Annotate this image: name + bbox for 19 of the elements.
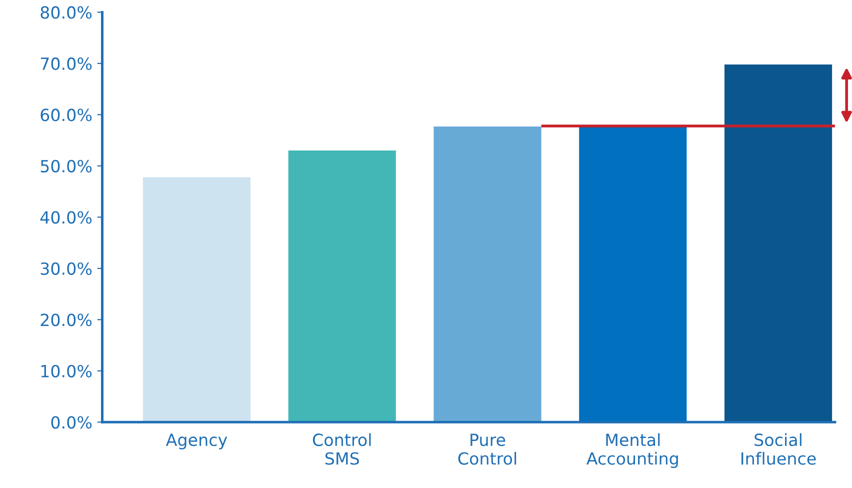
bar — [434, 126, 542, 422]
x-tick-label: Social Influence — [742, 433, 816, 465]
y-tick-label: 10.0% — [41, 364, 92, 378]
y-tick-label: 70.0% — [40, 57, 92, 70]
y-tick-label: 40.0% — [40, 211, 92, 224]
y-tick-label: 30.0% — [40, 262, 92, 275]
y-tick-label: 60.0% — [40, 108, 92, 122]
x-tick-label: Mental Accounting — [586, 433, 678, 468]
bar — [288, 150, 396, 422]
x-tick-label: Control SMS — [312, 433, 371, 465]
y-tick-label: 80.0% — [40, 6, 92, 19]
bar — [579, 126, 687, 422]
x-tick-label: Pure Control — [458, 434, 516, 465]
y-tick-label: 0.0% — [51, 416, 92, 429]
y-tick-label: 20.0% — [40, 314, 92, 326]
bar — [142, 177, 251, 422]
x-tick-label: Agency — [166, 434, 228, 450]
y-tick-label: 50.0% — [40, 160, 92, 172]
bar — [724, 64, 832, 422]
